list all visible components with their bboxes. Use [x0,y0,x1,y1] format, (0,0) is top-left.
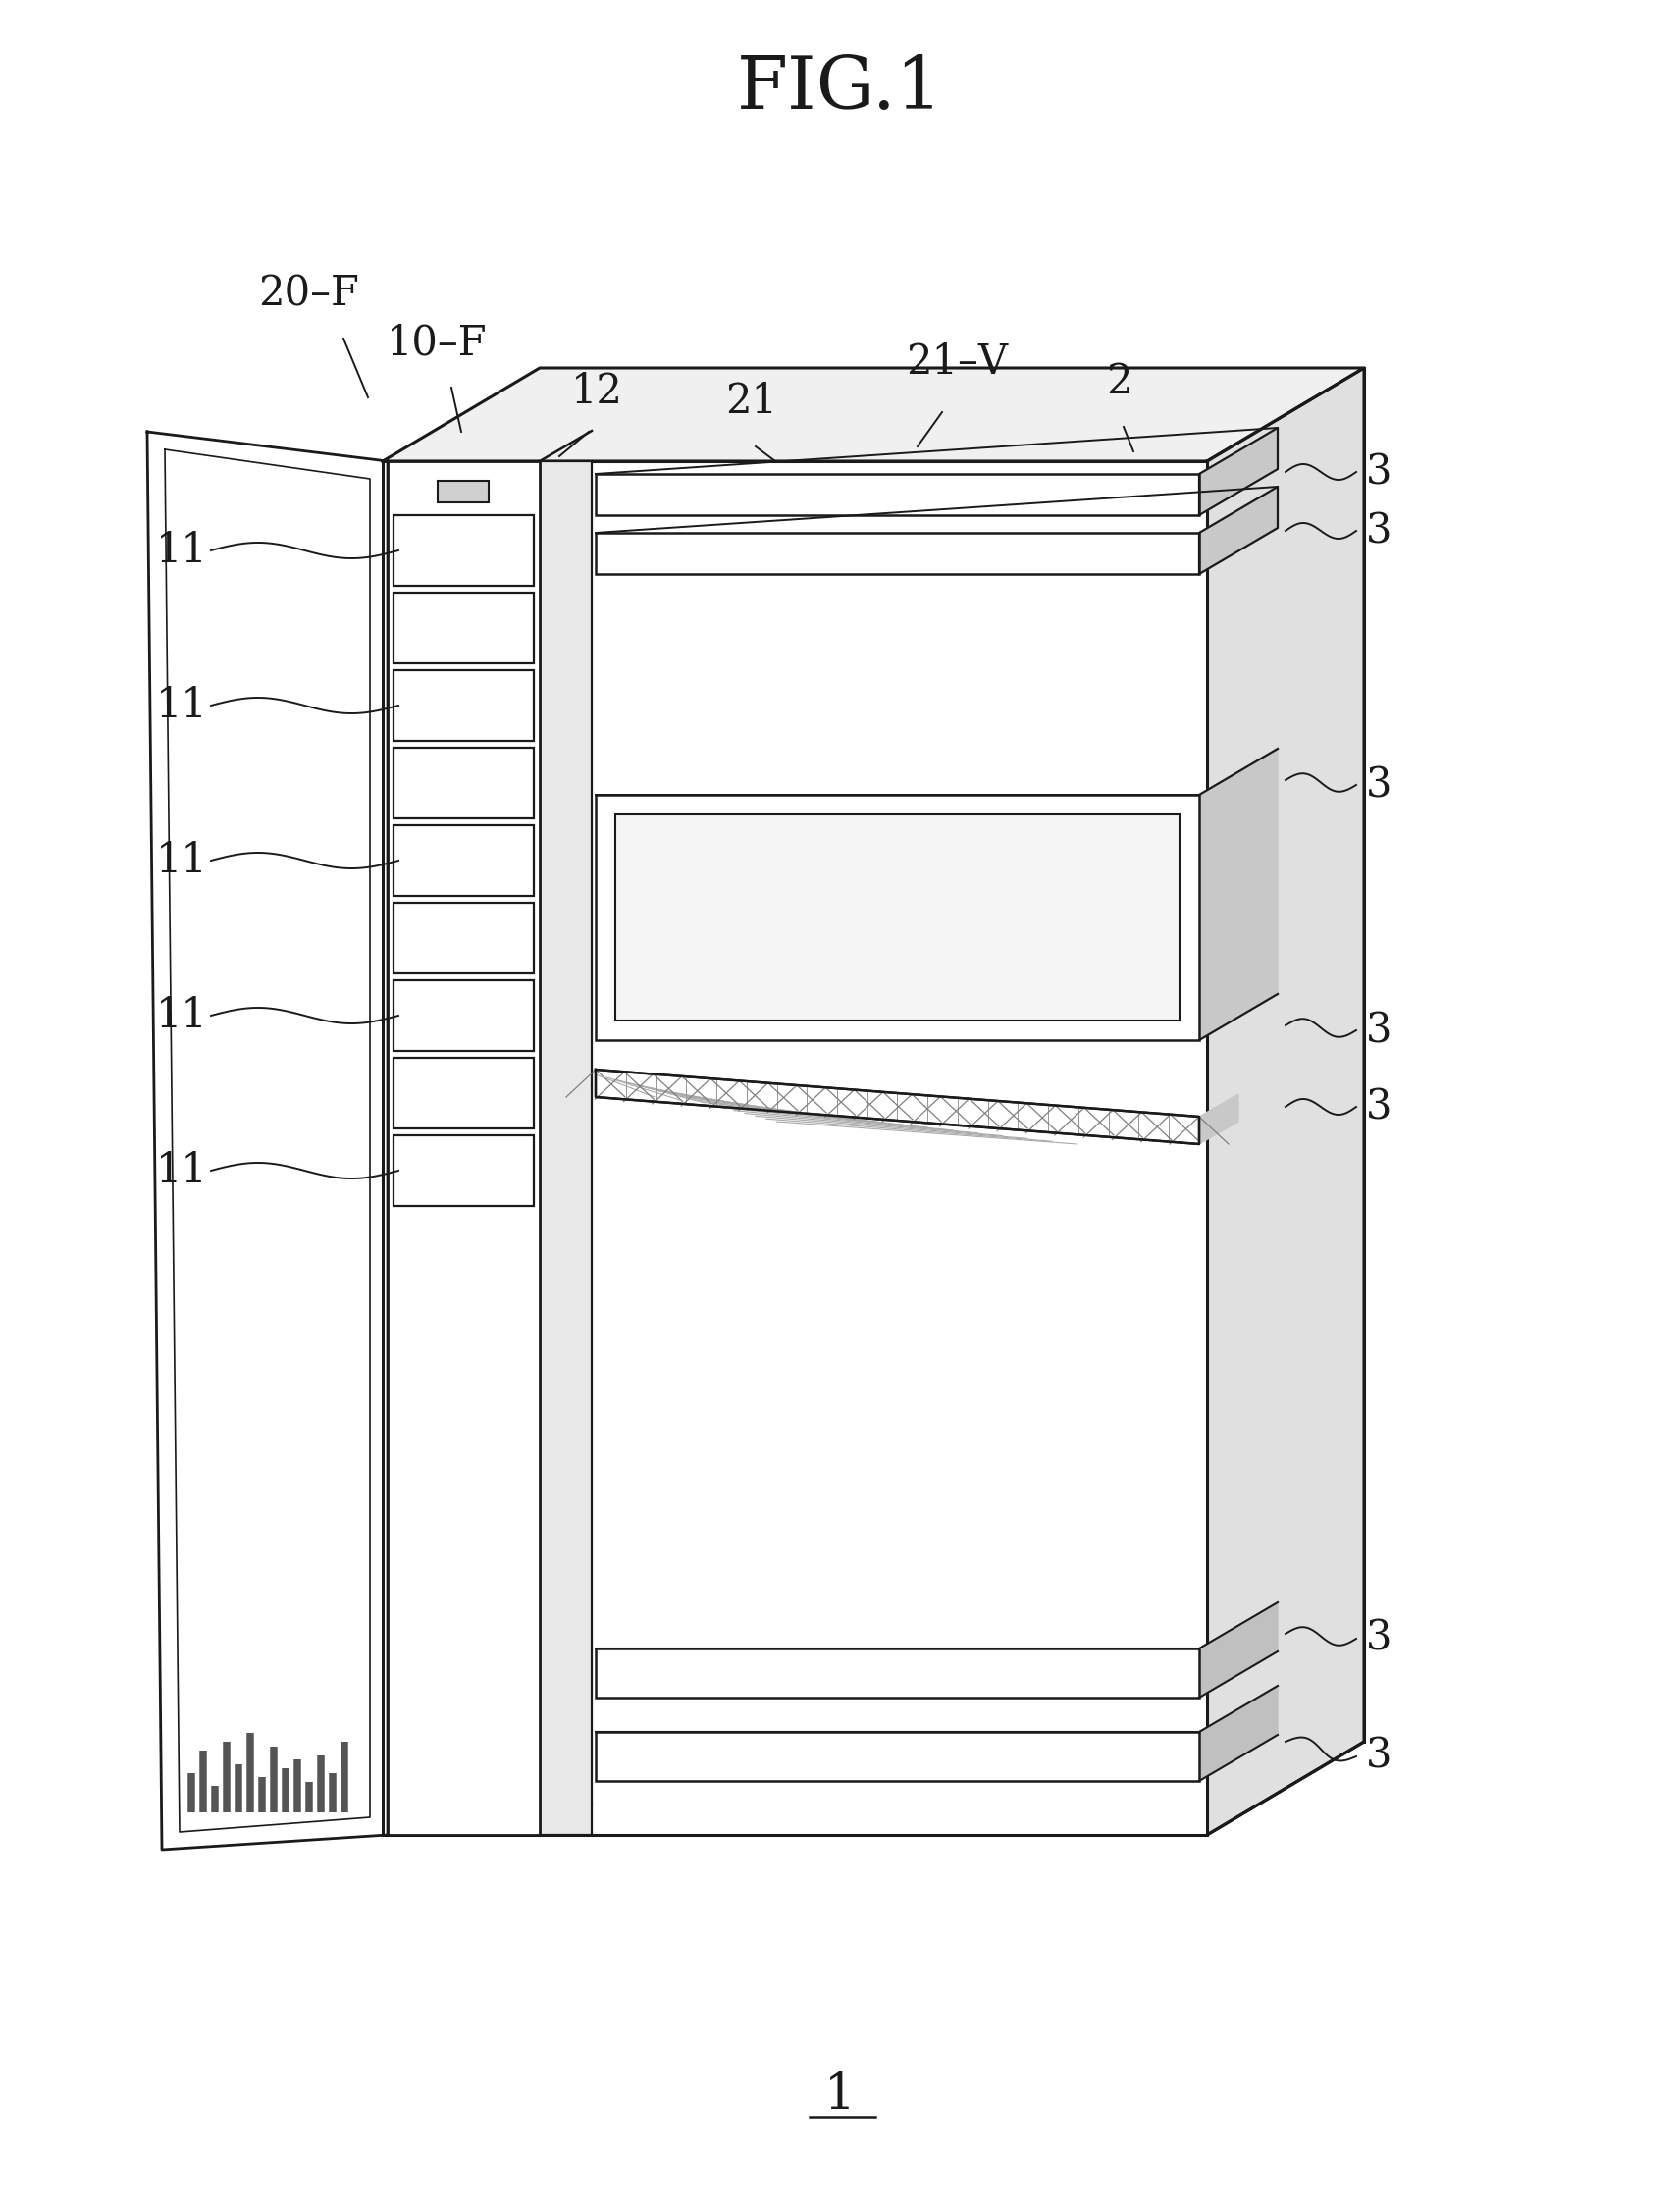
Text: 3: 3 [1366,1086,1393,1128]
Bar [596,796,1200,1040]
Bar [596,1648,1200,1697]
Bar [596,1732,1200,1780]
Polygon shape [1206,367,1364,1835]
Text: 3: 3 [1366,765,1393,807]
Text: 21–V: 21–V [906,341,1008,382]
Text: 11: 11 [156,996,207,1035]
Text: 3: 3 [1366,510,1393,552]
Bar [393,670,534,741]
Polygon shape [383,367,1364,462]
Polygon shape [148,431,388,1851]
Polygon shape [1200,1602,1278,1697]
Text: FIG.1: FIG.1 [738,53,942,123]
Bar [393,980,534,1051]
Bar [393,747,534,818]
Polygon shape [1200,486,1278,574]
Text: 1: 1 [825,2071,855,2119]
Text: 11: 11 [156,1150,207,1191]
Bar [383,462,1206,1835]
Bar [393,903,534,974]
Text: 3: 3 [1366,1618,1393,1659]
Bar [393,824,534,897]
Bar [388,462,539,1835]
Bar [596,532,1200,574]
Polygon shape [1200,1686,1278,1780]
Text: 3: 3 [1366,451,1393,492]
Text: 11: 11 [156,840,207,881]
Text: 2: 2 [1105,360,1132,402]
Polygon shape [1200,750,1278,1040]
Bar [393,514,534,587]
Bar [539,462,591,1835]
Bar [393,1136,534,1207]
Text: 20–F: 20–F [259,273,360,314]
Text: 12: 12 [571,371,623,413]
Text: 3: 3 [1366,1736,1393,1776]
Text: 10–F: 10–F [386,321,487,363]
Polygon shape [596,1070,1200,1145]
Text: 21: 21 [726,380,778,422]
Bar [393,593,534,664]
Text: 11: 11 [156,530,207,571]
Text: 11: 11 [156,686,207,725]
Bar [393,1057,534,1128]
Polygon shape [596,1070,1200,1145]
Bar [438,481,489,503]
Bar [596,475,1200,514]
Polygon shape [1200,1095,1238,1145]
Text: 3: 3 [1366,1009,1393,1051]
Polygon shape [1200,429,1278,514]
Bar [615,815,1179,1020]
